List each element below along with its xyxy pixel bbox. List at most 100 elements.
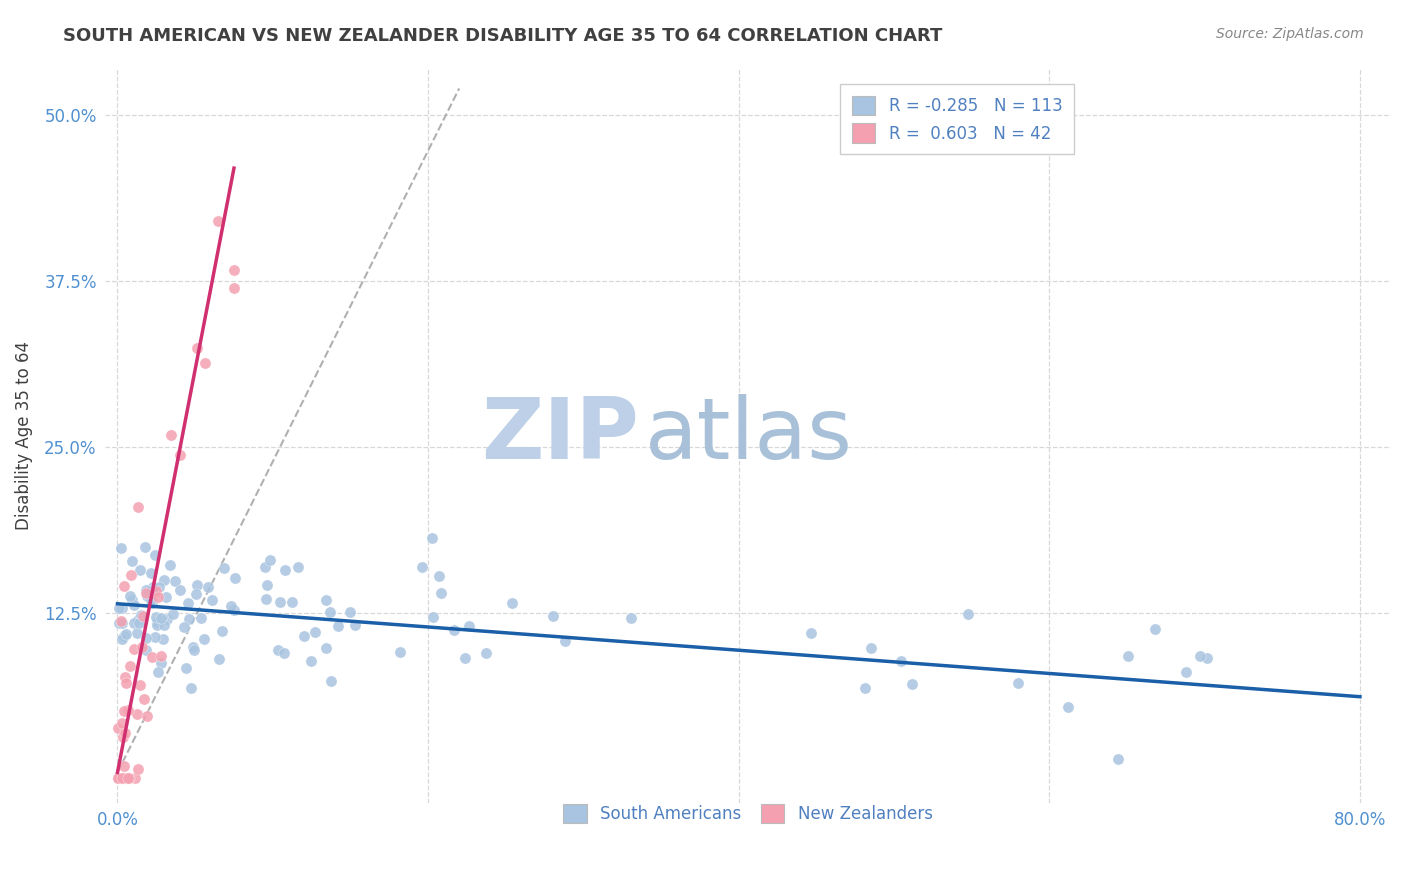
Point: [259, 553, 281, 567]
Point: [111, 601, 134, 615]
Point: [141, 582, 163, 597]
Point: [127, 762, 149, 776]
Point: [135, 585, 157, 599]
Point: [211, 624, 233, 638]
Point: [183, 643, 205, 657]
Point: [169, 583, 191, 598]
Point: [266, 642, 288, 657]
Point: [152, 617, 174, 632]
Point: [1197, 650, 1219, 665]
Point: [207, 214, 229, 228]
Point: [957, 607, 980, 621]
Point: [145, 609, 167, 624]
Point: [501, 596, 523, 610]
Point: [169, 448, 191, 462]
Point: [193, 632, 215, 646]
Point: [186, 587, 208, 601]
Point: [128, 615, 150, 630]
Point: [155, 590, 177, 604]
Point: [177, 597, 200, 611]
Point: [429, 586, 451, 600]
Point: [143, 548, 166, 562]
Point: [145, 618, 167, 632]
Point: [114, 670, 136, 684]
Point: [117, 703, 139, 717]
Point: [1144, 622, 1167, 636]
Point: [129, 563, 152, 577]
Point: [292, 629, 315, 643]
Point: [190, 611, 212, 625]
Point: [163, 574, 186, 588]
Point: [142, 580, 165, 594]
Point: [315, 640, 337, 655]
Point: [136, 589, 159, 603]
Point: [127, 706, 149, 721]
Point: [1116, 649, 1139, 664]
Point: [1007, 676, 1029, 690]
Point: [273, 646, 295, 660]
Point: [860, 640, 883, 655]
Point: [121, 593, 143, 607]
Point: [219, 599, 242, 613]
Point: [1057, 700, 1080, 714]
Point: [120, 568, 142, 582]
Point: [458, 619, 481, 633]
Point: [112, 629, 135, 643]
Point: [129, 678, 152, 692]
Point: [139, 593, 162, 607]
Point: [114, 726, 136, 740]
Point: [143, 630, 166, 644]
Point: [160, 428, 183, 442]
Point: [1189, 649, 1212, 664]
Point: [112, 759, 135, 773]
Point: [146, 590, 169, 604]
Point: [280, 595, 302, 609]
Point: [339, 605, 361, 619]
Point: [174, 661, 197, 675]
Point: [125, 625, 148, 640]
Point: [135, 582, 157, 597]
Point: [149, 656, 172, 670]
Y-axis label: Disability Age 35 to 64: Disability Age 35 to 64: [15, 342, 32, 530]
Point: [127, 613, 149, 627]
Point: [443, 624, 465, 638]
Point: [111, 730, 134, 744]
Point: [132, 691, 155, 706]
Point: [200, 592, 222, 607]
Point: [139, 566, 162, 581]
Point: [274, 563, 297, 577]
Point: [114, 771, 136, 785]
Point: [110, 771, 132, 785]
Point: [475, 647, 498, 661]
Point: [162, 607, 184, 621]
Point: [256, 591, 278, 606]
Point: [120, 659, 142, 673]
Point: [156, 611, 179, 625]
Point: [111, 616, 134, 631]
Point: [141, 650, 163, 665]
Point: [135, 642, 157, 657]
Point: [901, 677, 924, 691]
Point: [319, 605, 342, 619]
Point: [152, 574, 174, 588]
Point: [853, 681, 876, 695]
Point: [115, 676, 138, 690]
Point: [319, 673, 342, 688]
Point: [186, 341, 208, 355]
Point: [422, 610, 444, 624]
Text: Source: ZipAtlas.com: Source: ZipAtlas.com: [1216, 27, 1364, 41]
Point: [224, 571, 246, 585]
Point: [135, 631, 157, 645]
Point: [131, 640, 153, 655]
Point: [269, 594, 291, 608]
Point: [180, 681, 202, 696]
Point: [115, 627, 138, 641]
Point: [112, 579, 135, 593]
Point: [454, 651, 477, 665]
Point: [122, 599, 145, 613]
Point: [427, 569, 450, 583]
Point: [541, 608, 564, 623]
Point: [112, 704, 135, 718]
Point: [890, 654, 912, 668]
Point: [186, 578, 208, 592]
